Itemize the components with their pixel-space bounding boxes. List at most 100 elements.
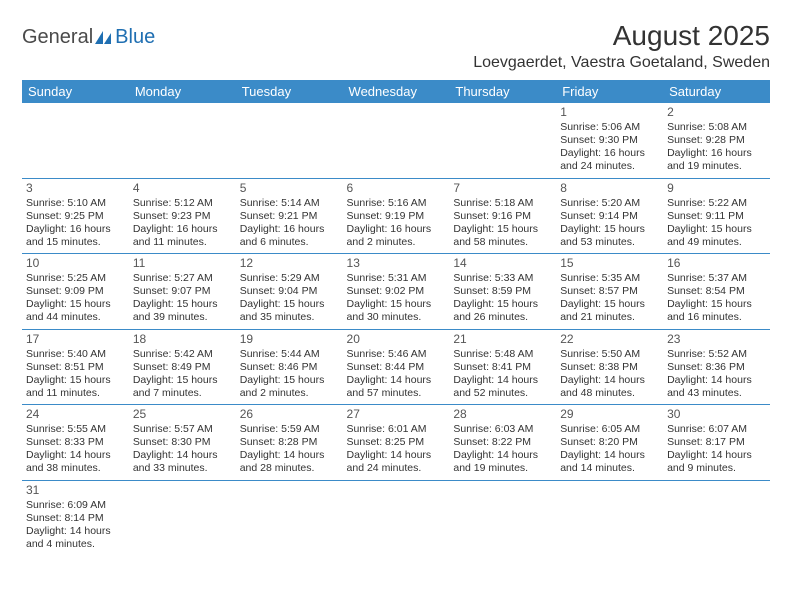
day-cell: 18Sunrise: 5:42 AMSunset: 8:49 PMDayligh… xyxy=(129,329,236,405)
empty-cell xyxy=(449,103,556,178)
sunrise-text: Sunrise: 5:27 AM xyxy=(133,272,232,285)
sunrise-text: Sunrise: 5:16 AM xyxy=(347,197,446,210)
day-cell: 6Sunrise: 5:16 AMSunset: 9:19 PMDaylight… xyxy=(343,178,450,254)
sunset-text: Sunset: 9:23 PM xyxy=(133,210,232,223)
day-cell: 11Sunrise: 5:27 AMSunset: 9:07 PMDayligh… xyxy=(129,254,236,330)
sunset-text: Sunset: 9:28 PM xyxy=(667,134,766,147)
sunrise-text: Sunrise: 6:05 AM xyxy=(560,423,659,436)
sunrise-text: Sunrise: 6:07 AM xyxy=(667,423,766,436)
day-cell: 10Sunrise: 5:25 AMSunset: 9:09 PMDayligh… xyxy=(22,254,129,330)
day-number: 4 xyxy=(133,181,232,196)
sunset-text: Sunset: 8:20 PM xyxy=(560,436,659,449)
sunset-text: Sunset: 8:41 PM xyxy=(453,361,552,374)
empty-cell xyxy=(22,103,129,178)
day-number: 21 xyxy=(453,332,552,347)
logo-text-general: General xyxy=(22,26,93,49)
location-text: Loevgaerdet, Vaestra Goetaland, Sweden xyxy=(473,54,770,72)
daylight-text: Daylight: 14 hours and 24 minutes. xyxy=(347,449,446,475)
day-number: 27 xyxy=(347,407,446,422)
empty-cell xyxy=(129,480,236,555)
sunrise-text: Sunrise: 5:48 AM xyxy=(453,348,552,361)
day-number: 25 xyxy=(133,407,232,422)
day-number: 9 xyxy=(667,181,766,196)
day-number: 5 xyxy=(240,181,339,196)
day-cell: 17Sunrise: 5:40 AMSunset: 8:51 PMDayligh… xyxy=(22,329,129,405)
empty-cell xyxy=(663,480,770,555)
sunset-text: Sunset: 8:51 PM xyxy=(26,361,125,374)
sunset-text: Sunset: 9:11 PM xyxy=(667,210,766,223)
day-number: 10 xyxy=(26,256,125,271)
day-cell: 27Sunrise: 6:01 AMSunset: 8:25 PMDayligh… xyxy=(343,405,450,481)
sunrise-text: Sunrise: 5:29 AM xyxy=(240,272,339,285)
logo-text-blue: Blue xyxy=(115,26,155,49)
calendar-row: 3Sunrise: 5:10 AMSunset: 9:25 PMDaylight… xyxy=(22,178,770,254)
daylight-text: Daylight: 15 hours and 49 minutes. xyxy=(667,223,766,249)
day-number: 14 xyxy=(453,256,552,271)
day-number: 18 xyxy=(133,332,232,347)
sunrise-text: Sunrise: 5:14 AM xyxy=(240,197,339,210)
sunrise-text: Sunrise: 5:18 AM xyxy=(453,197,552,210)
daylight-text: Daylight: 15 hours and 53 minutes. xyxy=(560,223,659,249)
day-number: 24 xyxy=(26,407,125,422)
sunset-text: Sunset: 8:49 PM xyxy=(133,361,232,374)
day-cell: 23Sunrise: 5:52 AMSunset: 8:36 PMDayligh… xyxy=(663,329,770,405)
day-number: 2 xyxy=(667,105,766,120)
sunset-text: Sunset: 9:19 PM xyxy=(347,210,446,223)
daylight-text: Daylight: 14 hours and 28 minutes. xyxy=(240,449,339,475)
daylight-text: Daylight: 14 hours and 48 minutes. xyxy=(560,374,659,400)
sunrise-text: Sunrise: 5:12 AM xyxy=(133,197,232,210)
sunset-text: Sunset: 8:36 PM xyxy=(667,361,766,374)
day-number: 19 xyxy=(240,332,339,347)
day-number: 1 xyxy=(560,105,659,120)
day-cell: 4Sunrise: 5:12 AMSunset: 9:23 PMDaylight… xyxy=(129,178,236,254)
sunrise-text: Sunrise: 5:35 AM xyxy=(560,272,659,285)
day-number: 3 xyxy=(26,181,125,196)
daylight-text: Daylight: 16 hours and 6 minutes. xyxy=(240,223,339,249)
day-cell: 19Sunrise: 5:44 AMSunset: 8:46 PMDayligh… xyxy=(236,329,343,405)
daylight-text: Daylight: 15 hours and 11 minutes. xyxy=(26,374,125,400)
empty-cell xyxy=(343,103,450,178)
sunset-text: Sunset: 8:22 PM xyxy=(453,436,552,449)
sunrise-text: Sunrise: 5:25 AM xyxy=(26,272,125,285)
day-cell: 5Sunrise: 5:14 AMSunset: 9:21 PMDaylight… xyxy=(236,178,343,254)
day-number: 23 xyxy=(667,332,766,347)
sunset-text: Sunset: 8:57 PM xyxy=(560,285,659,298)
day-number: 29 xyxy=(560,407,659,422)
sail-icon xyxy=(95,31,113,45)
sunset-text: Sunset: 9:14 PM xyxy=(560,210,659,223)
sunrise-text: Sunrise: 5:50 AM xyxy=(560,348,659,361)
sunset-text: Sunset: 8:14 PM xyxy=(26,512,125,525)
sunrise-text: Sunrise: 5:52 AM xyxy=(667,348,766,361)
day-number: 28 xyxy=(453,407,552,422)
daylight-text: Daylight: 14 hours and 57 minutes. xyxy=(347,374,446,400)
daylight-text: Daylight: 14 hours and 38 minutes. xyxy=(26,449,125,475)
calendar-body: 1Sunrise: 5:06 AMSunset: 9:30 PMDaylight… xyxy=(22,103,770,555)
sunset-text: Sunset: 9:09 PM xyxy=(26,285,125,298)
daylight-text: Daylight: 14 hours and 4 minutes. xyxy=(26,525,125,551)
daylight-text: Daylight: 16 hours and 2 minutes. xyxy=(347,223,446,249)
sunrise-text: Sunrise: 5:59 AM xyxy=(240,423,339,436)
sunset-text: Sunset: 8:38 PM xyxy=(560,361,659,374)
weekday-header: Tuesday xyxy=(236,80,343,103)
calendar-row: 17Sunrise: 5:40 AMSunset: 8:51 PMDayligh… xyxy=(22,329,770,405)
sunset-text: Sunset: 9:04 PM xyxy=(240,285,339,298)
day-cell: 2Sunrise: 5:08 AMSunset: 9:28 PMDaylight… xyxy=(663,103,770,178)
sunset-text: Sunset: 8:46 PM xyxy=(240,361,339,374)
day-number: 31 xyxy=(26,483,125,498)
day-number: 13 xyxy=(347,256,446,271)
day-cell: 1Sunrise: 5:06 AMSunset: 9:30 PMDaylight… xyxy=(556,103,663,178)
sunset-text: Sunset: 9:16 PM xyxy=(453,210,552,223)
daylight-text: Daylight: 15 hours and 44 minutes. xyxy=(26,298,125,324)
empty-cell xyxy=(343,480,450,555)
sunrise-text: Sunrise: 5:46 AM xyxy=(347,348,446,361)
daylight-text: Daylight: 16 hours and 24 minutes. xyxy=(560,147,659,173)
day-cell: 28Sunrise: 6:03 AMSunset: 8:22 PMDayligh… xyxy=(449,405,556,481)
day-cell: 22Sunrise: 5:50 AMSunset: 8:38 PMDayligh… xyxy=(556,329,663,405)
day-cell: 13Sunrise: 5:31 AMSunset: 9:02 PMDayligh… xyxy=(343,254,450,330)
calendar-table: Sunday Monday Tuesday Wednesday Thursday… xyxy=(22,80,770,555)
daylight-text: Daylight: 15 hours and 30 minutes. xyxy=(347,298,446,324)
daylight-text: Daylight: 16 hours and 19 minutes. xyxy=(667,147,766,173)
sunrise-text: Sunrise: 5:20 AM xyxy=(560,197,659,210)
logo: General Blue xyxy=(22,20,155,49)
sunrise-text: Sunrise: 6:03 AM xyxy=(453,423,552,436)
